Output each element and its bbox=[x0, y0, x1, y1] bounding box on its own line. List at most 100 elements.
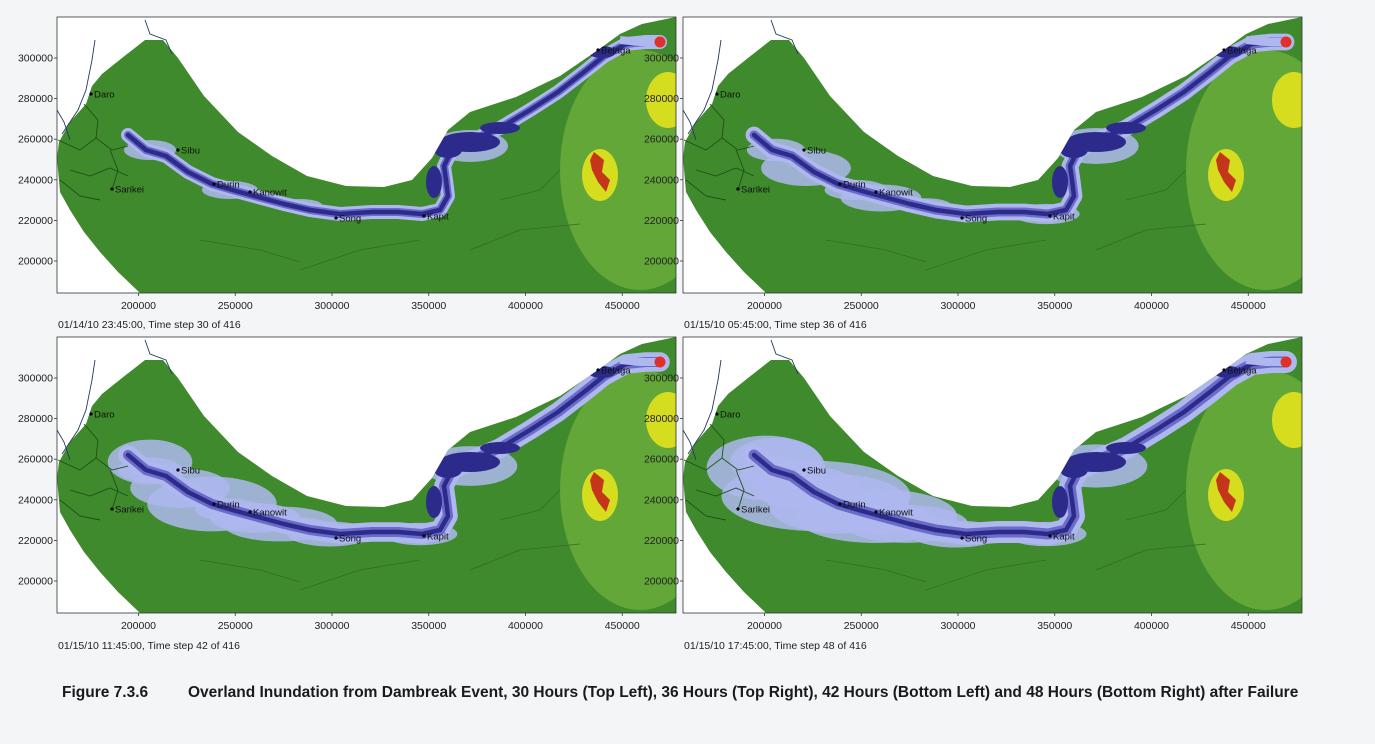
x-tick-label: 450000 bbox=[1231, 620, 1266, 632]
town-label-sarikei: Sarikei bbox=[741, 185, 770, 196]
drainage-line bbox=[1095, 543, 1207, 571]
x-tick-label: 250000 bbox=[844, 620, 879, 632]
town-label-daro: Daro bbox=[720, 410, 741, 421]
reservoir-tail bbox=[1245, 36, 1286, 46]
y-tick-label: 220000 bbox=[644, 535, 679, 547]
river-channel bbox=[125, 359, 663, 537]
x-tick-label: 250000 bbox=[844, 300, 879, 312]
town-marker-sibu bbox=[802, 148, 806, 152]
town-marker-song bbox=[334, 536, 338, 540]
district-boundary bbox=[709, 103, 725, 139]
river-channel bbox=[751, 39, 1289, 217]
drainage-line bbox=[469, 543, 581, 571]
town-label-kanowit: Kanowit bbox=[879, 188, 913, 199]
coastline bbox=[57, 109, 71, 141]
y-tick-label: 240000 bbox=[18, 174, 53, 186]
deep-inundation bbox=[1052, 166, 1068, 198]
x-tick-label: 450000 bbox=[605, 620, 640, 632]
coastline bbox=[144, 19, 173, 55]
town-label-durin: Durin bbox=[843, 180, 866, 191]
coastline bbox=[770, 19, 799, 55]
town-label-sarikei: Sarikei bbox=[115, 505, 144, 516]
x-tick-label: 250000 bbox=[218, 620, 253, 632]
town-label-daro: Daro bbox=[94, 90, 115, 101]
district-boundary bbox=[83, 103, 99, 139]
y-tick-label: 200000 bbox=[18, 256, 53, 268]
map-canvas: Daro Sibu Sarikei Durin Kanowit Song Kapit Bela… bbox=[18, 16, 677, 312]
town-label-kapit: Kapit bbox=[1053, 532, 1075, 543]
town-label-belaga: Belaga bbox=[601, 366, 631, 377]
town-marker-kapit bbox=[422, 534, 426, 538]
timestep-label-top-right: 01/15/10 05:45:00, Time step 36 of 416 bbox=[684, 319, 867, 331]
town-marker-daro bbox=[89, 412, 93, 416]
x-tick-label: 200000 bbox=[747, 620, 782, 632]
x-tick-label: 200000 bbox=[121, 620, 156, 632]
town-label-song: Song bbox=[965, 534, 987, 545]
dam-location-marker bbox=[1280, 356, 1292, 368]
town-marker-belaga bbox=[596, 368, 600, 372]
drainage-line bbox=[199, 559, 301, 583]
upland-shading bbox=[1186, 50, 1302, 290]
town-label-song: Song bbox=[339, 214, 361, 225]
mountain-peak bbox=[1216, 152, 1236, 192]
coastline bbox=[687, 359, 722, 455]
reservoir-tail bbox=[619, 36, 660, 46]
coastline bbox=[683, 429, 697, 461]
town-marker-kapit bbox=[1048, 214, 1052, 218]
x-tick-label: 350000 bbox=[411, 300, 446, 312]
y-tick-label: 300000 bbox=[644, 53, 679, 65]
town-label-belaga: Belaga bbox=[1227, 366, 1257, 377]
map-frame bbox=[56, 16, 677, 294]
town-label-sibu: Sibu bbox=[181, 466, 200, 477]
y-tick-label: 200000 bbox=[18, 576, 53, 588]
y-tick-label: 200000 bbox=[644, 256, 679, 268]
terrain-area bbox=[57, 17, 676, 293]
town-marker-belaga bbox=[1222, 368, 1226, 372]
district-boundary bbox=[709, 423, 725, 459]
town-marker-daro bbox=[89, 92, 93, 96]
town-label-kapit: Kapit bbox=[427, 532, 449, 543]
coastline bbox=[57, 429, 71, 461]
town-label-kanowit: Kanowit bbox=[253, 188, 287, 199]
x-tick-label: 400000 bbox=[508, 300, 543, 312]
map-canvas: Daro Sibu Sarikei Durin Kanowit Song Kapit Bela… bbox=[644, 336, 1303, 632]
drainage-line bbox=[1095, 223, 1207, 251]
town-marker-kapit bbox=[1048, 534, 1052, 538]
map-canvas: Daro Sibu Sarikei Durin Kanowit Song Kapit Bela… bbox=[644, 16, 1303, 312]
x-tick-label: 450000 bbox=[605, 300, 640, 312]
drainage-line bbox=[469, 223, 581, 251]
y-tick-label: 220000 bbox=[18, 535, 53, 547]
y-tick-label: 300000 bbox=[18, 373, 53, 385]
town-marker-sarikei bbox=[736, 187, 740, 191]
upland-shading bbox=[560, 50, 676, 290]
town-label-belaga: Belaga bbox=[601, 46, 631, 57]
y-tick-label: 260000 bbox=[18, 134, 53, 146]
town-marker-sibu bbox=[802, 468, 806, 472]
town-label-sarikei: Sarikei bbox=[115, 185, 144, 196]
town-marker-kanowit bbox=[874, 510, 878, 514]
district-boundary bbox=[685, 499, 727, 521]
x-tick-label: 300000 bbox=[940, 620, 975, 632]
y-tick-label: 220000 bbox=[644, 215, 679, 227]
highland-zone bbox=[1272, 72, 1302, 128]
y-tick-label: 260000 bbox=[18, 454, 53, 466]
reservoir-tail bbox=[1245, 356, 1286, 366]
district-boundary bbox=[69, 167, 129, 177]
y-tick-label: 280000 bbox=[644, 93, 679, 105]
x-tick-label: 250000 bbox=[218, 300, 253, 312]
district-boundary bbox=[83, 423, 99, 459]
terrain-area bbox=[57, 337, 676, 613]
y-tick-label: 240000 bbox=[644, 494, 679, 506]
town-marker-sarikei bbox=[736, 507, 740, 511]
reservoir-tail bbox=[619, 356, 660, 366]
town-label-durin: Durin bbox=[217, 500, 240, 511]
mountain-peak bbox=[1216, 472, 1236, 512]
timestep-label-bottom-left: 01/15/10 11:45:00, Time step 42 of 416 bbox=[58, 640, 240, 652]
town-marker-kanowit bbox=[248, 190, 252, 194]
x-tick-label: 300000 bbox=[314, 300, 349, 312]
y-tick-label: 280000 bbox=[644, 413, 679, 425]
town-label-durin: Durin bbox=[843, 500, 866, 511]
highland-zone bbox=[646, 392, 676, 448]
town-marker-song bbox=[334, 216, 338, 220]
town-marker-kanowit bbox=[248, 510, 252, 514]
